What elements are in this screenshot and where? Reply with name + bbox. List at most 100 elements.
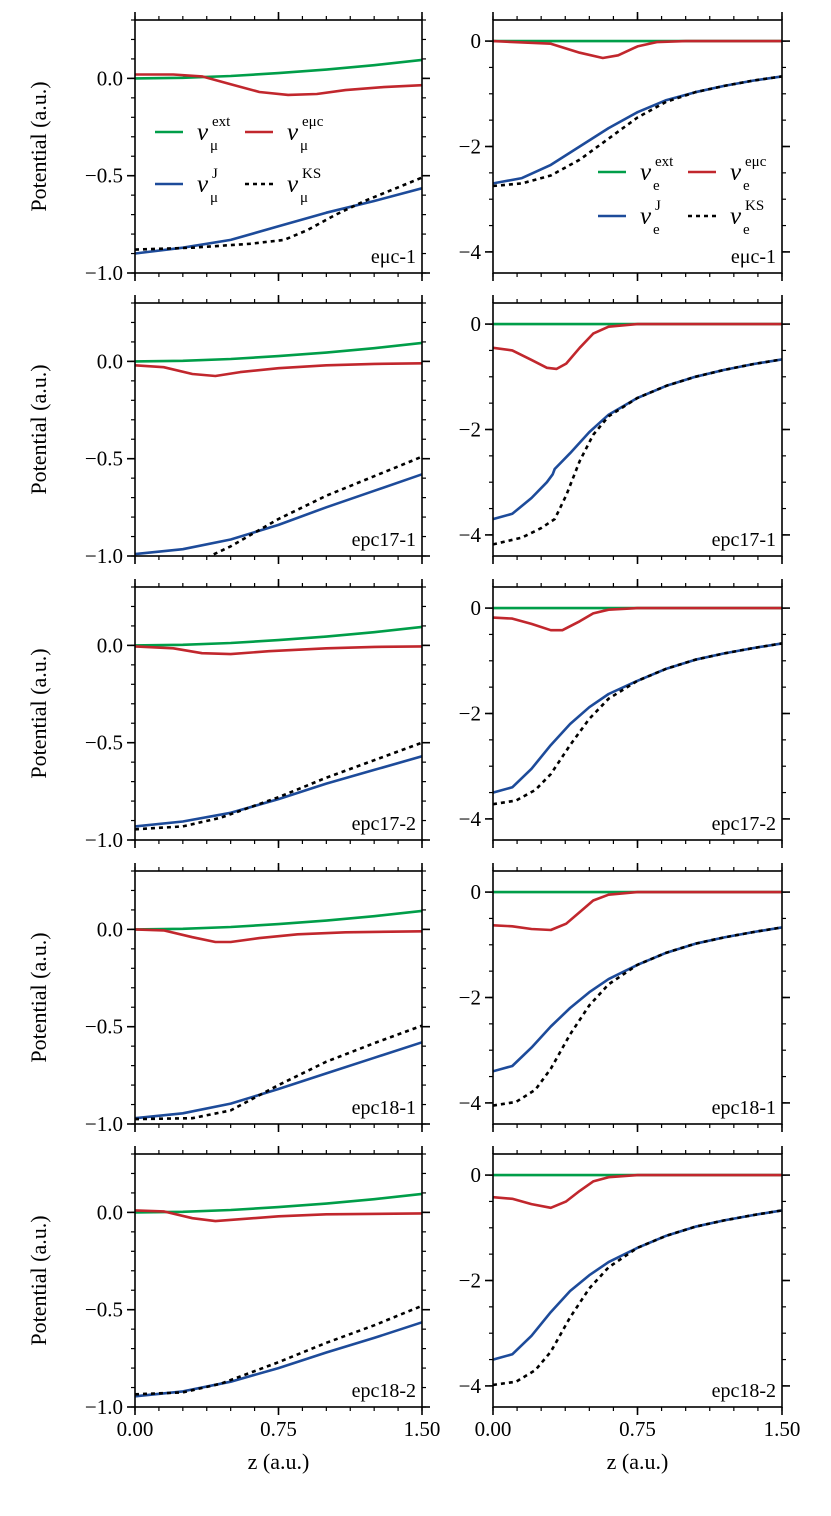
series-line-muon-KS xyxy=(135,741,422,831)
y-tick-label: −2 xyxy=(459,702,481,726)
series-line-muon-emc xyxy=(135,1209,422,1223)
panel-2-muon: 0.0 −0.5 −1.0 epc17-2 Potential (a.u.) xyxy=(26,579,430,852)
axes-frame xyxy=(492,302,783,557)
series-line-muon-ext xyxy=(135,58,422,80)
series-group xyxy=(135,625,422,831)
series-line-electron-J xyxy=(493,642,782,794)
y-tick-label: 0 xyxy=(471,29,482,53)
y-tick-label: 0 xyxy=(471,880,482,904)
axes-frame xyxy=(492,19,783,274)
y-tick-label: −0.5 xyxy=(85,164,123,188)
y-tick-label: −2 xyxy=(459,418,481,442)
legend-symbol: ν xyxy=(730,159,742,186)
series-line-electron-KS xyxy=(493,1209,782,1387)
y-tick-label: −0.5 xyxy=(85,1298,123,1322)
series-line-muon-emc xyxy=(135,362,422,378)
series-group xyxy=(493,322,782,546)
y-tick-label: 0 xyxy=(471,1163,482,1187)
y-tick-label: −0.5 xyxy=(85,731,123,755)
series-line-electron-emc xyxy=(493,890,782,932)
series-line-electron-emc xyxy=(493,1173,782,1210)
panel-4-electron: 0 −2 −4 epc18-2 0.00 0.75 1.50 z (a.u.) xyxy=(459,1146,801,1474)
y-tick-label: 0.0 xyxy=(97,1200,123,1224)
series-group xyxy=(493,890,782,1107)
y-tick-label: −1.0 xyxy=(85,544,123,568)
series-line-electron-J xyxy=(493,1209,782,1361)
y-tick-label: 0.0 xyxy=(97,66,123,90)
legend-subscript: e xyxy=(653,222,660,238)
panel-label: epc18-1 xyxy=(352,1097,416,1119)
legend-subscript: μ xyxy=(300,190,308,206)
legend-symbol: ν xyxy=(640,159,652,186)
x-axis-title: z (a.u.) xyxy=(607,1449,669,1474)
series-line-muon-emc xyxy=(135,645,422,656)
x-tick-label: 0.00 xyxy=(117,1417,154,1441)
series-line-muon-J xyxy=(135,187,422,255)
series-line-muon-ext xyxy=(135,1192,422,1214)
y-tick-label: 0.0 xyxy=(97,349,123,373)
axes-frame xyxy=(134,19,423,274)
y-axis-title: Potential (a.u.) xyxy=(26,648,51,778)
series-line-muon-KS xyxy=(135,176,422,251)
axes-frame xyxy=(492,1153,783,1408)
legend-symbol: ν xyxy=(640,203,652,230)
panel-label: epc17-2 xyxy=(712,813,776,835)
series-line-electron-emc xyxy=(493,322,782,371)
panel-0-electron: 0 −2 −4 eμc-1 xyxy=(459,12,790,281)
panel-2-electron: 0 −2 −4 epc17-2 xyxy=(459,579,790,848)
y-tick-label: −0.5 xyxy=(85,447,123,471)
legend-subscript: μ xyxy=(210,190,218,206)
x-axis-title: z (a.u.) xyxy=(248,1449,310,1474)
panel-label: epc17-2 xyxy=(352,813,416,835)
series-line-electron-KS xyxy=(493,75,782,188)
y-tick-label: 0 xyxy=(471,596,482,620)
axes-frame xyxy=(134,586,423,841)
legend-symbol: ν xyxy=(287,119,299,146)
y-tick-label: −2 xyxy=(459,1269,481,1293)
legend-subscript: μ xyxy=(210,138,218,154)
y-tick-label: 0.0 xyxy=(97,633,123,657)
panel-3-electron: 0 −2 −4 epc18-1 xyxy=(459,863,790,1132)
panel-label: epc18-2 xyxy=(352,1380,416,1402)
legend-superscript: J xyxy=(655,198,661,214)
panel-4-muon: 0.0 −0.5 −1.0 epc18-2 0.00 0.75 1.50 z (a.u.) Po… xyxy=(26,1146,440,1474)
legend-superscript: KS xyxy=(302,166,321,182)
y-tick-label: −2 xyxy=(459,986,481,1010)
y-tick-label: −4 xyxy=(459,1091,482,1115)
panel-label: epc18-1 xyxy=(712,1097,776,1119)
y-tick-label: −0.5 xyxy=(85,1015,123,1039)
series-line-muon-emc xyxy=(135,928,422,944)
legend-subscript: e xyxy=(653,178,660,194)
y-axis-title: Potential (a.u.) xyxy=(26,932,51,1062)
axes-frame xyxy=(492,870,783,1125)
series-line-electron-KS xyxy=(493,642,782,806)
y-tick-label: 0 xyxy=(471,312,482,336)
legend-symbol: ν xyxy=(197,119,209,146)
x-tick-label: 0.75 xyxy=(260,1417,297,1441)
y-tick-label: −4 xyxy=(459,807,482,831)
series-line-muon-J xyxy=(135,473,422,556)
y-tick-label: −2 xyxy=(459,135,481,159)
legend-symbol: ν xyxy=(197,171,209,198)
y-tick-label: −4 xyxy=(459,1374,482,1398)
x-tick-label: 1.50 xyxy=(764,1417,801,1441)
y-tick-label: 0.0 xyxy=(97,917,123,941)
legend-superscript: J xyxy=(212,166,218,182)
panel-label: epc17-1 xyxy=(712,529,776,551)
panel-label: eμc-1 xyxy=(371,246,416,268)
legend-subscript: e xyxy=(743,222,750,238)
legend-superscript: KS xyxy=(745,198,764,214)
series-line-electron-J xyxy=(493,358,782,521)
panel-1-muon: 0.0 −0.5 −1.0 epc17-1 Potential (a.u.) xyxy=(26,295,430,568)
x-tick-label: 0.00 xyxy=(475,1417,512,1441)
y-tick-label: −1.0 xyxy=(85,828,123,852)
axes-frame xyxy=(134,870,423,1125)
series-line-muon-KS xyxy=(135,1024,422,1121)
series-line-muon-emc xyxy=(135,73,422,97)
series-line-muon-ext xyxy=(135,341,422,363)
series-line-electron-emc xyxy=(493,39,782,60)
series-group xyxy=(135,909,422,1121)
legend-subscript: e xyxy=(743,178,750,194)
panel-label: epc18-2 xyxy=(712,1380,776,1402)
